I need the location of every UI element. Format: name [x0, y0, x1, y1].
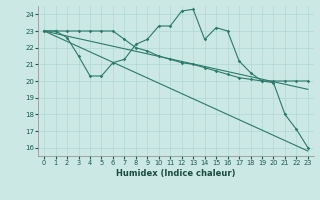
- X-axis label: Humidex (Indice chaleur): Humidex (Indice chaleur): [116, 169, 236, 178]
